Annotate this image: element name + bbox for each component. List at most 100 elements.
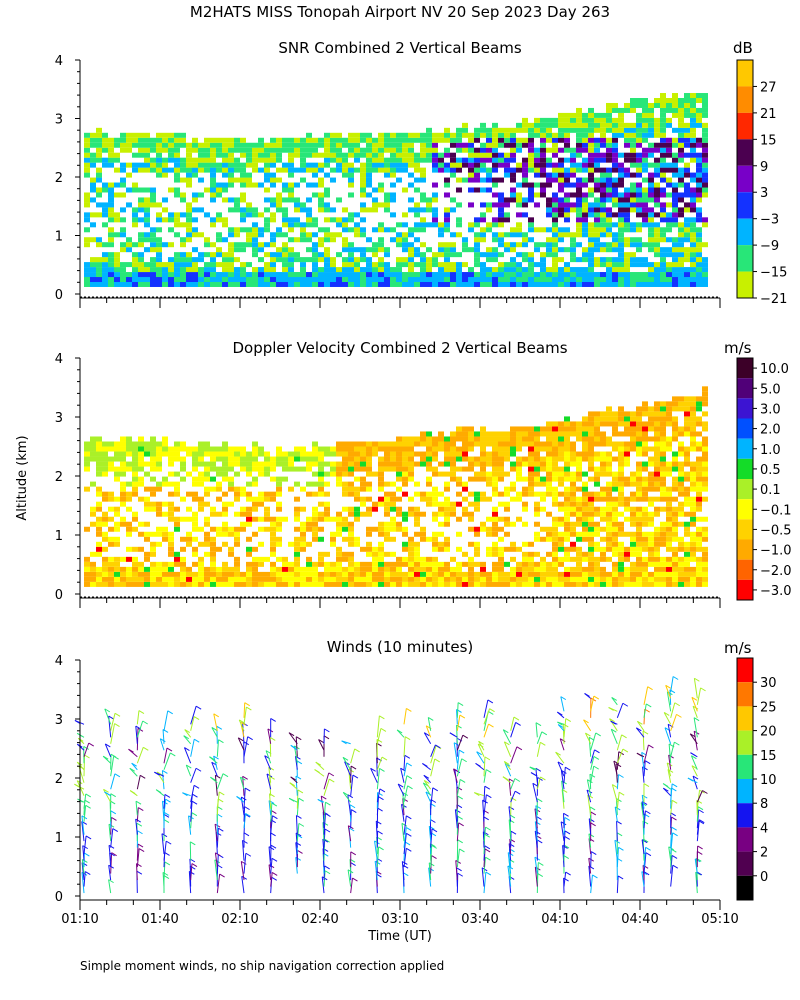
wind-barb bbox=[456, 724, 458, 744]
wind-barb bbox=[403, 785, 409, 803]
x-tick-label: 01:40 bbox=[141, 912, 178, 927]
wind-barb-flag bbox=[324, 828, 331, 833]
wind-barb bbox=[588, 833, 592, 848]
wind-barb-flag bbox=[324, 838, 330, 843]
wind-barb-flag bbox=[610, 720, 617, 725]
y-tick-label: 3 bbox=[55, 411, 63, 426]
snr-panel-title: SNR Combined 2 Vertical Beams bbox=[278, 39, 522, 57]
wind-barb-flag bbox=[165, 798, 171, 803]
wind-barb bbox=[641, 871, 645, 887]
panel-wind: 0 1 2 3 4 01:10 01:40 02:10 02:40 03:10 03:40 04:10… bbox=[55, 654, 777, 927]
wind-barb-flag bbox=[222, 773, 229, 778]
colorbar-swatch bbox=[737, 519, 753, 540]
wind-barb bbox=[665, 685, 672, 699]
wind-barb-flag bbox=[244, 702, 250, 707]
wind-barb bbox=[503, 761, 512, 771]
wind-profile bbox=[209, 713, 229, 894]
wind-barb-flag bbox=[488, 723, 494, 728]
wind-barb-flag bbox=[288, 797, 295, 802]
wind-barb-flag bbox=[642, 730, 649, 735]
wind-barb-flag bbox=[193, 784, 200, 789]
wind-barb bbox=[422, 782, 432, 796]
wind-barb bbox=[641, 839, 645, 855]
wind-barb bbox=[295, 857, 298, 874]
wind-barb bbox=[190, 863, 193, 881]
colorbar-label: 3 bbox=[760, 186, 768, 201]
wind-barb-flag bbox=[82, 859, 88, 863]
wind-barb bbox=[108, 865, 112, 881]
wind-barb-flag bbox=[432, 787, 439, 792]
wind-barb-flag bbox=[458, 822, 464, 827]
wind-barb-flag bbox=[611, 697, 617, 701]
wind-barb bbox=[616, 792, 620, 809]
wind-barb bbox=[534, 857, 538, 874]
wind-barb bbox=[189, 858, 192, 874]
wind-barb bbox=[266, 773, 272, 790]
wind-barb bbox=[456, 758, 463, 777]
wind-profile bbox=[635, 686, 654, 894]
wind-barb-flag bbox=[687, 777, 694, 782]
panel-snr: 0 1 2 3 4 27 21 15 9 3 −3 −9 −15 −21 bbox=[55, 54, 787, 308]
wind-barb-flag bbox=[396, 729, 403, 734]
wind-barb bbox=[534, 808, 538, 829]
velocity-panel-title: Doppler Velocity Combined 2 Vertical Bea… bbox=[232, 339, 568, 357]
colorbar-label: 20 bbox=[760, 725, 777, 740]
wind-barb-flag bbox=[170, 752, 176, 757]
colorbar-swatch bbox=[737, 192, 753, 219]
colorbar-label: −0.5 bbox=[760, 523, 792, 538]
wind-profile bbox=[154, 710, 176, 894]
wind-barb bbox=[135, 801, 138, 816]
wind-barb-flag bbox=[609, 718, 615, 723]
colorbar-swatch bbox=[737, 358, 753, 379]
wind-barb-flag bbox=[182, 792, 188, 797]
wind-barb-flag bbox=[272, 815, 278, 820]
wind-barb bbox=[590, 851, 592, 868]
wind-barb-flag bbox=[186, 764, 192, 769]
wind-barb-flag bbox=[428, 717, 434, 721]
wind-barb-flag bbox=[84, 852, 90, 857]
y-tick-label: 2 bbox=[55, 772, 63, 787]
wind-barb bbox=[401, 804, 405, 822]
wind-barb bbox=[321, 876, 325, 894]
wind-barb bbox=[641, 801, 645, 816]
wind-barb-flag bbox=[671, 799, 678, 804]
wind-barb bbox=[108, 824, 112, 842]
colorbar-label: 10 bbox=[760, 773, 777, 788]
wind-barb bbox=[136, 775, 141, 790]
wind-barb bbox=[561, 780, 565, 803]
snr-unit-label: dB bbox=[733, 39, 753, 57]
wind-barb bbox=[216, 828, 219, 848]
wind-barb-flag bbox=[671, 826, 677, 831]
wind-barb bbox=[483, 723, 489, 738]
wind-barb bbox=[695, 872, 698, 894]
wind-barb bbox=[211, 727, 218, 738]
wind-barb-flag bbox=[195, 767, 202, 772]
wind-barb bbox=[508, 843, 512, 861]
wind-barb-flag bbox=[217, 798, 224, 803]
wind-barb-flag bbox=[515, 722, 521, 726]
wind-barb bbox=[136, 747, 144, 764]
wind-barb-flag bbox=[160, 738, 166, 743]
wind-barb bbox=[562, 723, 565, 744]
colorbar-swatch bbox=[737, 579, 753, 600]
wind-barb-flag bbox=[215, 774, 221, 779]
wind-barb-flag bbox=[431, 844, 437, 849]
wind-barb-flag bbox=[489, 708, 495, 713]
wind-barb-flag bbox=[404, 754, 411, 759]
wind-barb bbox=[693, 678, 698, 699]
wind-barb-flag bbox=[183, 735, 189, 740]
wind-barb bbox=[108, 879, 112, 894]
colorbar-swatch bbox=[737, 875, 753, 900]
wind-barb bbox=[374, 840, 378, 861]
wind-barb bbox=[483, 857, 486, 874]
wind-barb-flag bbox=[540, 776, 546, 781]
wind-barb bbox=[642, 766, 645, 783]
wind-barb bbox=[268, 846, 272, 868]
wind-barb-flag bbox=[406, 707, 412, 712]
wind-barb bbox=[502, 729, 512, 745]
wind-barb-flag bbox=[380, 727, 387, 732]
wind-barb-flag bbox=[423, 780, 430, 784]
colorbar-swatch bbox=[737, 271, 753, 298]
wind-barb bbox=[666, 691, 672, 712]
wind-barb-flag bbox=[241, 796, 247, 801]
